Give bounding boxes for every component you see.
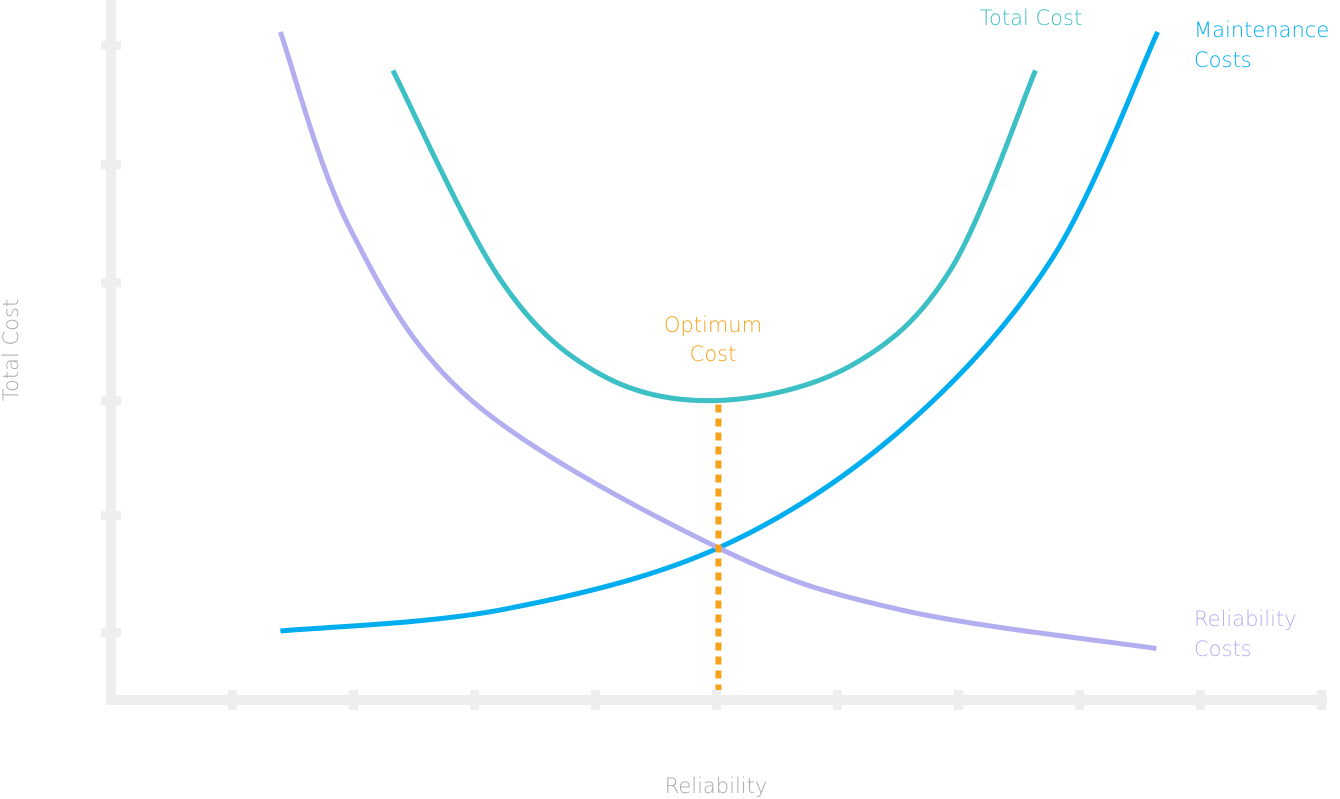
x-tick [591,690,600,710]
y-tick [101,396,121,406]
optimum-cost-label: Optimum [664,313,762,337]
y-tick [101,40,121,50]
axes [101,0,1327,710]
x-tick [712,690,721,710]
maintenance-costs-label: Maintenance [1194,18,1329,42]
y-tick [101,628,121,638]
x-tick [349,690,358,710]
optimum-cost-label: Cost [690,342,737,366]
total-cost-label: Total Cost [980,6,1082,30]
curves: Total Cost Maintenance Costs Reliability Cos… [278,6,1329,661]
x-tick [1196,690,1205,710]
x-axis-label: Reliability [665,774,768,798]
x-tick [1317,690,1326,710]
x-tick [470,690,479,710]
reliability-costs-curve [278,31,1157,651]
x-tick [954,690,963,710]
y-tick [101,160,121,170]
x-tick [1075,690,1084,710]
y-tick [101,278,121,288]
reliability-costs-label: Reliability [1194,607,1297,631]
annotations: Optimum Cost [664,313,762,690]
maintenance-costs-curve [280,30,1160,634]
x-tick [228,690,237,710]
y-axis-label: Total Cost [0,299,23,401]
reliability-costs-label: Costs [1194,637,1252,661]
total-cost-curve [390,69,1038,404]
maintenance-costs-label: Costs [1194,48,1252,72]
y-tick [101,511,121,521]
x-tick [833,690,842,710]
